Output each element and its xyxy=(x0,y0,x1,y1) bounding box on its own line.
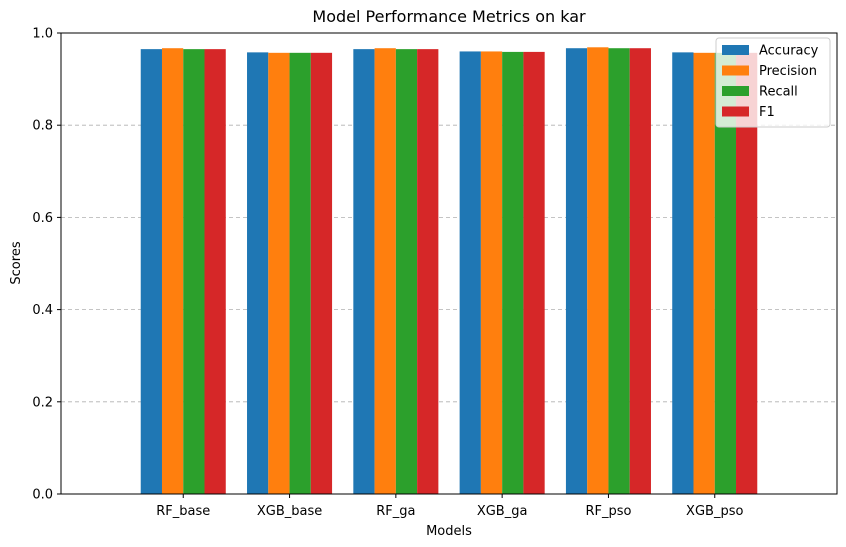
x-axis-label: Models xyxy=(426,524,472,539)
legend-label-accuracy: Accuracy xyxy=(759,44,819,59)
bar-accuracy xyxy=(353,49,375,494)
plot-frame xyxy=(60,32,838,495)
bar-accuracy xyxy=(672,52,694,494)
bar-accuracy xyxy=(140,49,162,494)
x-tick-label: XGB_pso xyxy=(686,504,743,519)
y-tick-label: 0.4 xyxy=(32,303,53,318)
bar-f1 xyxy=(736,52,758,495)
y-tick-label: 0.2 xyxy=(32,395,53,410)
bar-f1 xyxy=(417,49,439,494)
legend-swatch-f1 xyxy=(722,106,749,117)
y-tick-label: 0.0 xyxy=(32,488,53,503)
x-tick-label: XGB_ga xyxy=(477,504,528,519)
bar-accuracy xyxy=(565,48,588,494)
legend-label-f1: F1 xyxy=(759,105,775,120)
y-tick-label: 1.0 xyxy=(32,27,53,42)
y-axis-label: Scores xyxy=(9,241,24,284)
x-tick-label: RF_ga xyxy=(376,504,415,519)
chart-title: Model Performance Metrics on kar xyxy=(312,7,586,26)
legend: Accuracy Precision Recall F1 xyxy=(715,37,831,128)
bar-precision xyxy=(693,52,715,495)
bar-f1 xyxy=(310,52,333,495)
bar-f1 xyxy=(629,48,651,494)
legend-swatch-accuracy xyxy=(722,45,749,55)
x-tick-label: RF_base xyxy=(156,504,210,519)
x-tick-label: RF_pso xyxy=(585,504,631,519)
legend-swatch-recall xyxy=(722,86,749,96)
legend-label-precision: Precision xyxy=(759,64,817,79)
bar-f1 xyxy=(523,51,545,494)
legend-label-recall: Recall xyxy=(759,85,798,100)
bar-recall xyxy=(289,52,311,495)
bar-recall xyxy=(395,49,418,494)
bar-recall xyxy=(608,48,630,494)
bars xyxy=(140,47,758,495)
y-axis-ticks: 0.0 0.2 0.4 0.6 0.8 1.0 xyxy=(32,27,61,503)
y-tick-label: 0.8 xyxy=(32,119,53,134)
bar-precision xyxy=(587,47,609,494)
bar-precision xyxy=(161,48,184,494)
bar-accuracy xyxy=(459,51,481,494)
bar-precision xyxy=(480,51,503,494)
bar-recall xyxy=(502,51,524,494)
legend-box xyxy=(715,37,831,128)
bar-accuracy xyxy=(247,52,269,494)
bar-precision xyxy=(268,52,290,495)
bar-precision xyxy=(374,48,396,494)
x-axis-ticks: RF_base XGB_base RF_ga XGB_ga RF_pso XGB_pso xyxy=(156,494,743,519)
bar-recall xyxy=(183,49,205,494)
y-tick-label: 0.6 xyxy=(32,211,53,226)
bar-recall xyxy=(714,52,737,495)
legend-swatch-precision xyxy=(722,65,749,76)
bar-f1 xyxy=(204,49,226,494)
x-tick-label: XGB_base xyxy=(257,504,322,519)
